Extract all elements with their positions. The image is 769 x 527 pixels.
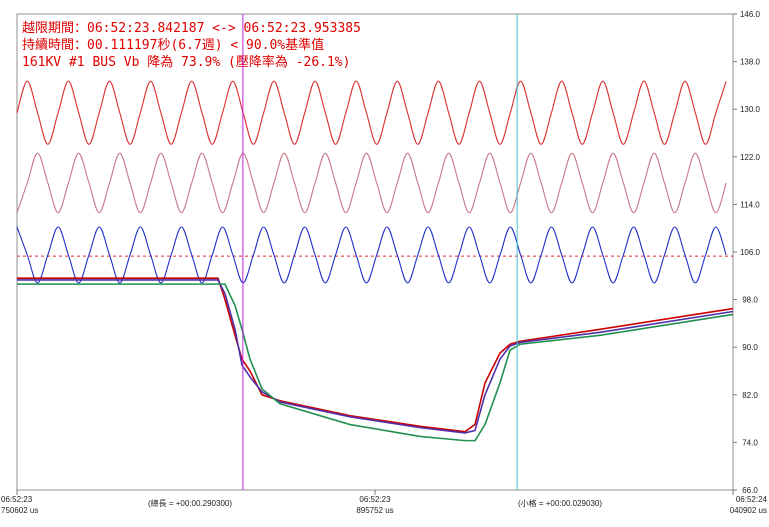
y-tick-label: 82.0	[742, 391, 758, 400]
annotation: 161KV #1 BUS Vb 降為 73.9% (壓降率為 -26.1%)	[22, 54, 350, 70]
y-tick-label: 66.0	[742, 486, 758, 495]
x-tick-label: 06:52:23 750602 us	[1, 495, 38, 515]
y-tick-label: 146.0	[740, 10, 761, 19]
annotation: 越限期間：06:52:23.842187 <-> 06:52:23.953385	[22, 21, 361, 36]
trace	[17, 277, 734, 433]
trace	[17, 279, 734, 434]
trace	[17, 283, 734, 442]
footer-label: (小格 = +00:00.029030)	[518, 498, 602, 508]
y-tick-label: 98.0	[742, 296, 758, 305]
footer-label: (總長 = +00:00.290300)	[148, 498, 232, 508]
y-tick-label: 130.0	[740, 105, 761, 114]
y-tick-label: 114.0	[740, 200, 760, 209]
y-tick-label: 106.0	[740, 248, 761, 257]
y-tick-label: 74.0	[742, 438, 758, 447]
y-tick-label: 90.0	[742, 343, 758, 352]
trace	[16, 152, 727, 214]
trace	[16, 80, 727, 145]
annotation: 持續時間：00.111197秒(6.7週) < 90.0%基準值	[22, 37, 324, 53]
y-tick-label: 138.0	[740, 58, 761, 67]
x-tick-label: 06:52:24 040902 us	[730, 495, 768, 515]
x-tick-label: 06:52:23 895752 us	[356, 495, 393, 515]
y-tick-label: 122.0	[740, 153, 761, 162]
trace	[16, 226, 727, 284]
